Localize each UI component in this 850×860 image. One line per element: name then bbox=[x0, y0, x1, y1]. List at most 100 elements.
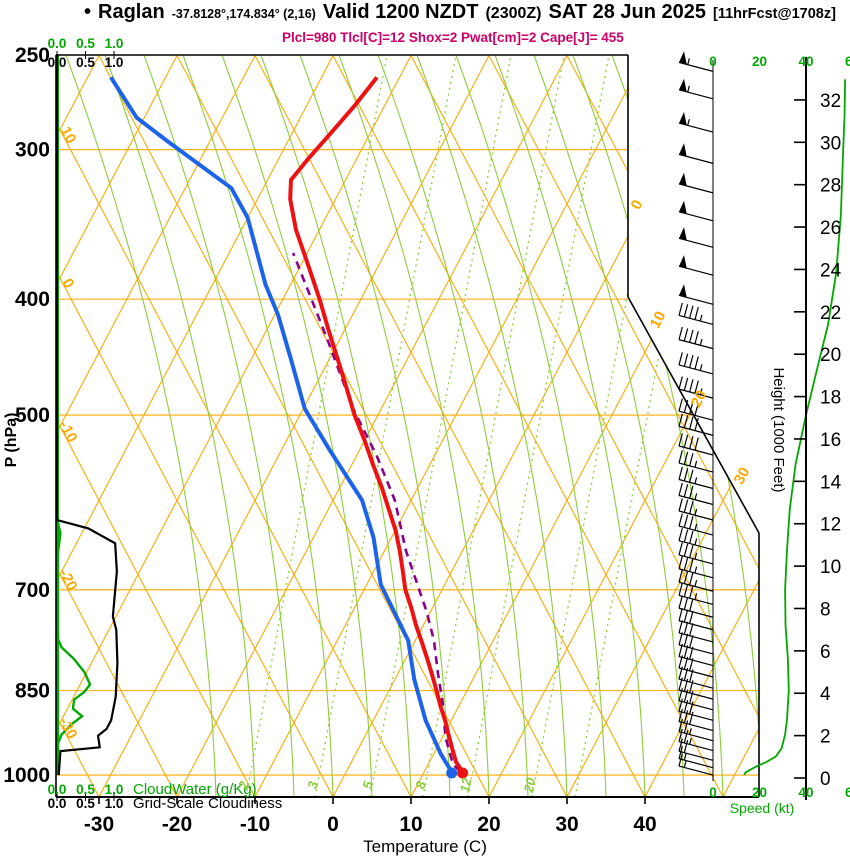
speed-tick-top: 40 bbox=[798, 54, 813, 69]
height-tick-label: 32 bbox=[820, 91, 841, 112]
temp-tick-label: -20 bbox=[162, 813, 192, 836]
speed-tick-bottom: 40 bbox=[798, 785, 813, 800]
speed-tick-top: 60 bbox=[845, 54, 850, 69]
skewt-grid bbox=[56, 55, 759, 797]
height-tick-label: 0 bbox=[820, 769, 831, 790]
pressure-tick-label: 250 bbox=[15, 44, 50, 67]
height-tick-label: 14 bbox=[820, 472, 842, 493]
forecast-ref: [11hrFcst@1708z] bbox=[712, 6, 836, 22]
surface-temp-dot bbox=[457, 767, 469, 779]
chart-title: • Raglan -37.8128°,174.834° (2,16) Valid… bbox=[84, 1, 836, 24]
cloudwater-scale-bottom: 0.5 bbox=[76, 782, 95, 797]
height-tick-label: 6 bbox=[820, 642, 831, 663]
pressure-axis-title: P (hPa) bbox=[3, 413, 20, 468]
dry-adiabat-label: 10 bbox=[57, 124, 80, 147]
temp-tick-label: 10 bbox=[399, 813, 422, 836]
isotherm-label: 0 bbox=[628, 197, 647, 212]
cloudiness-scale-bottom: 0.0 bbox=[48, 796, 67, 811]
pressure-tick-label: 1000 bbox=[3, 764, 50, 787]
stability-indices: Plcl=980 Tlcl[C]=12 Shox=2 Pwat[cm]=2 Ca… bbox=[282, 30, 624, 45]
cloudiness-scale-bottom: 1.0 bbox=[105, 796, 124, 811]
valid-date: SAT 28 Jun 2025 bbox=[548, 1, 706, 23]
station-name: Raglan bbox=[98, 1, 165, 23]
cloudwater-title: CloudWater (g/Kg) bbox=[133, 781, 257, 798]
mixing-ratio-label: 20 bbox=[521, 776, 539, 795]
mixing-ratio-label: 2 bbox=[235, 779, 252, 791]
height-tick-label: 4 bbox=[820, 684, 831, 705]
pressure-tick-label: 300 bbox=[15, 139, 50, 162]
mixing-ratio-label: 5 bbox=[360, 779, 376, 790]
cloudiness-title: Grid-Scale Cloudiness bbox=[133, 795, 282, 812]
dry-adiabat-label: -10 bbox=[55, 418, 80, 445]
height-tick-label: 10 bbox=[820, 557, 841, 578]
speed-tick-bottom: 60 bbox=[845, 785, 850, 800]
station-coords: -37.8128°,174.834° (2,16) bbox=[171, 7, 316, 21]
valid-time: Valid 1200 NZDT bbox=[322, 1, 479, 23]
height-tick-label: 16 bbox=[820, 430, 841, 451]
cloudiness-scale-bottom: 0.5 bbox=[76, 796, 95, 811]
mixing-ratio-label: 3 bbox=[305, 779, 321, 790]
height-tick-label: 18 bbox=[820, 388, 841, 409]
height-tick-label: 28 bbox=[820, 176, 841, 197]
height-tick-label: 24 bbox=[820, 260, 842, 281]
mixing-ratio-label: 12 bbox=[457, 776, 475, 794]
cloudiness-scale-top: 0.0 bbox=[48, 55, 67, 70]
pressure-axis: 250 300 400 500 700 850 1000 P (hPa) bbox=[3, 44, 50, 787]
pressure-tick-label: 500 bbox=[15, 404, 50, 427]
speed-tick-bottom: 0 bbox=[709, 785, 717, 800]
height-tick-label: 8 bbox=[820, 599, 831, 620]
height-tick-label: 30 bbox=[820, 133, 841, 154]
cloudiness-scale-top: 0.5 bbox=[76, 55, 95, 70]
cloudwater-scale-top: 1.0 bbox=[105, 36, 124, 51]
temp-tick-label: -30 bbox=[84, 813, 114, 836]
surface-dewpoint-dot bbox=[446, 767, 458, 779]
temperature-curve bbox=[288, 76, 465, 774]
temp-tick-label: 0 bbox=[327, 813, 339, 836]
temp-tick-label: 20 bbox=[477, 813, 500, 836]
pressure-tick-label: 400 bbox=[15, 288, 50, 311]
mixing-ratio-label: 8 bbox=[413, 779, 429, 790]
height-tick-label: 22 bbox=[820, 303, 841, 324]
height-tick-label: 20 bbox=[820, 345, 841, 366]
cloudwater-scale-bottom: 1.0 bbox=[105, 782, 124, 797]
speed-tick-top: 20 bbox=[752, 54, 767, 69]
temperature-axis: -30 -20 -10 0 10 20 30 40 Temperature (C) bbox=[84, 797, 657, 856]
sounding-profiles bbox=[109, 76, 469, 779]
pressure-tick-label: 700 bbox=[15, 579, 50, 602]
cloudiness-curve bbox=[56, 55, 119, 776]
temp-tick-label: 30 bbox=[555, 813, 578, 836]
wind-barbs bbox=[678, 51, 714, 776]
wind-speed-curve bbox=[743, 79, 846, 776]
speed-axis: 00202040406060Speed (kt) bbox=[709, 54, 850, 816]
temp-tick-label: 40 bbox=[633, 813, 656, 836]
height-axis-title: Height (1000 Feet) bbox=[770, 367, 787, 492]
cloudiness-scale-top: 1.0 bbox=[105, 55, 124, 70]
cloud-scales: 0.00.00.00.00.50.50.50.51.01.01.01.0Clou… bbox=[48, 36, 283, 812]
pressure-tick-label: 850 bbox=[15, 680, 50, 703]
temp-tick-label: -10 bbox=[240, 813, 270, 836]
station-bullet: • bbox=[84, 1, 92, 23]
cloudwater-scale-bottom: 0.0 bbox=[48, 782, 67, 797]
height-tick-label: 26 bbox=[820, 218, 841, 239]
cloudwater-curve bbox=[56, 55, 92, 776]
plot-boundary bbox=[55, 54, 760, 798]
speed-tick-bottom: 20 bbox=[752, 785, 767, 800]
dewpoint-curve bbox=[109, 76, 454, 774]
isotherm-label: 20 bbox=[688, 388, 711, 411]
speed-tick-top: 0 bbox=[709, 54, 717, 69]
cloud-curves bbox=[56, 55, 119, 776]
temperature-axis-title: Temperature (C) bbox=[363, 837, 487, 856]
valid-utc: (2300Z) bbox=[485, 5, 542, 22]
height-tick-label: 2 bbox=[820, 727, 831, 748]
isotherm-label: 30 bbox=[731, 465, 754, 488]
cloudwater-scale-top: 0.5 bbox=[76, 36, 95, 51]
height-tick-label: 12 bbox=[820, 515, 841, 536]
dry-adiabat-label: 0 bbox=[59, 276, 78, 291]
cloudwater-scale-top: 0.0 bbox=[48, 36, 67, 51]
speed-axis-title: Speed (kt) bbox=[730, 800, 795, 816]
